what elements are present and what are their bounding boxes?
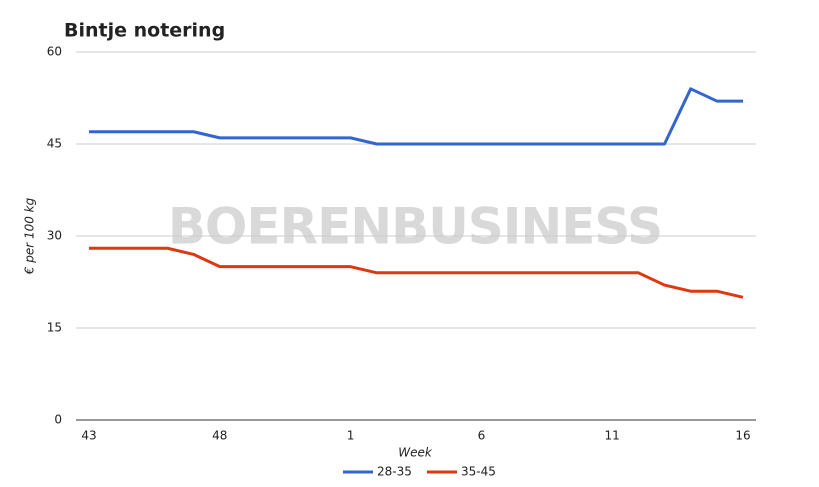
- legend-label: 35-45: [461, 465, 496, 479]
- y-tick-label: 45: [47, 137, 62, 151]
- y-tick-label: 15: [47, 321, 62, 335]
- series-line: [89, 246, 744, 299]
- x-tick-label: 48: [212, 429, 227, 443]
- x-tick-label: 43: [81, 429, 96, 443]
- y-tick-label: 0: [54, 413, 62, 427]
- chart-title: Bintje notering: [64, 20, 225, 42]
- legend-label: 28-35: [377, 465, 412, 479]
- x-axis-label: Week: [398, 446, 433, 460]
- watermark: BOERENBUSINESS: [168, 198, 662, 256]
- x-tick-label: 16: [735, 429, 750, 443]
- x-tick-label: 1: [347, 429, 355, 443]
- x-tick-label: 6: [478, 429, 486, 443]
- y-tick-label: 60: [47, 45, 62, 59]
- y-axis-label: € per 100 kg: [23, 197, 37, 275]
- series-line: [89, 87, 743, 146]
- y-tick-label: 30: [47, 229, 62, 243]
- x-tick-label: 11: [605, 429, 620, 443]
